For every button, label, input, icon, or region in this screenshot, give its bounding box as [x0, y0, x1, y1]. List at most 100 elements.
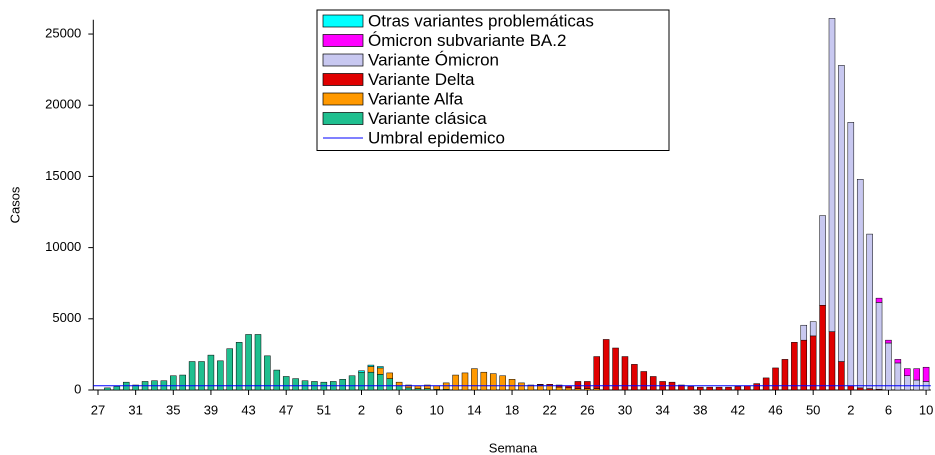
x-tick-label: 43 — [241, 402, 255, 417]
legend-label: Variante Alfa — [368, 89, 464, 108]
y-axis-label: Casos — [7, 186, 22, 223]
bar — [856, 387, 864, 391]
bar — [367, 371, 375, 391]
bar — [875, 297, 883, 303]
x-tick-label: 14 — [467, 402, 481, 417]
x-tick-label: 30 — [618, 402, 632, 417]
bar — [828, 18, 836, 332]
bar — [753, 383, 760, 391]
bar — [480, 371, 488, 391]
bar — [377, 374, 384, 391]
bar — [217, 360, 224, 391]
bar — [358, 370, 365, 373]
bar — [179, 374, 186, 391]
bar — [339, 379, 346, 391]
y-tick-label: 0 — [74, 381, 81, 396]
bar — [885, 339, 892, 344]
bar — [687, 386, 695, 391]
bar — [235, 342, 243, 391]
bar — [282, 376, 290, 391]
bar — [706, 386, 713, 391]
x-tick-label: 50 — [806, 402, 820, 417]
x-tick-label: 47 — [279, 402, 293, 417]
bar — [885, 342, 892, 391]
x-tick-label: 2 — [358, 402, 365, 417]
legend-label: Otras variantes problemáticas — [368, 11, 594, 30]
y-tick-label: 25000 — [45, 25, 81, 40]
bar — [725, 386, 732, 391]
bar — [198, 361, 205, 391]
legend-swatch — [322, 73, 364, 86]
bar — [527, 384, 535, 391]
legend-label: Ómicron subvariante BA.2 — [368, 31, 566, 50]
legend-swatch — [322, 112, 364, 125]
bar — [819, 305, 826, 391]
legend-box — [316, 9, 670, 151]
bar — [847, 122, 855, 386]
bar — [273, 369, 281, 391]
bar — [245, 334, 252, 391]
bar — [762, 377, 770, 391]
legend-label: Variante Ómicron — [368, 50, 499, 69]
bar — [424, 384, 431, 389]
x-tick-label: 42 — [731, 402, 745, 417]
bar — [170, 375, 177, 391]
bar — [499, 375, 506, 391]
bar — [875, 302, 883, 390]
bar — [405, 384, 412, 389]
bar — [226, 348, 233, 391]
bar — [264, 355, 271, 391]
x-tick-label: 38 — [693, 402, 707, 417]
bar — [395, 385, 403, 391]
bar — [386, 378, 393, 391]
bar — [678, 384, 685, 391]
bar — [734, 386, 742, 391]
bar — [292, 378, 299, 391]
bar — [537, 384, 544, 386]
bar — [546, 385, 553, 391]
x-tick-label: 35 — [166, 402, 180, 417]
legend-swatch — [322, 14, 364, 28]
bar — [819, 215, 826, 306]
bar — [800, 324, 808, 341]
bar — [800, 339, 808, 391]
bar — [113, 386, 121, 391]
bar — [894, 359, 902, 364]
bar — [593, 356, 600, 389]
bar — [781, 359, 789, 391]
y-tick-label: 10000 — [45, 239, 81, 254]
bar — [856, 179, 864, 389]
bar — [913, 379, 920, 391]
bar — [828, 331, 836, 391]
bar — [433, 385, 441, 390]
x-tick-label: 10 — [919, 402, 933, 417]
bar — [772, 367, 779, 391]
x-tick-label: 46 — [768, 402, 782, 417]
bar — [254, 334, 262, 391]
bar — [847, 385, 855, 391]
bar — [405, 387, 412, 391]
bar — [904, 368, 911, 377]
bar — [866, 233, 873, 389]
bar — [367, 366, 375, 373]
bar — [640, 371, 648, 391]
bar — [809, 321, 817, 337]
bar — [791, 342, 798, 391]
bar — [922, 366, 930, 382]
bar — [395, 381, 403, 386]
y-tick-label: 15000 — [45, 168, 81, 183]
bar — [631, 364, 638, 391]
bar — [574, 381, 582, 389]
bar — [565, 387, 572, 391]
bar — [452, 374, 459, 391]
y-tick-label: 5000 — [52, 310, 81, 325]
x-tick-label: 39 — [204, 402, 218, 417]
x-tick-label: 18 — [505, 402, 519, 417]
bar — [377, 366, 384, 369]
bar — [489, 373, 497, 391]
bar — [207, 354, 215, 391]
x-tick-label: 26 — [580, 402, 594, 417]
x-tick-label: 22 — [542, 402, 556, 417]
